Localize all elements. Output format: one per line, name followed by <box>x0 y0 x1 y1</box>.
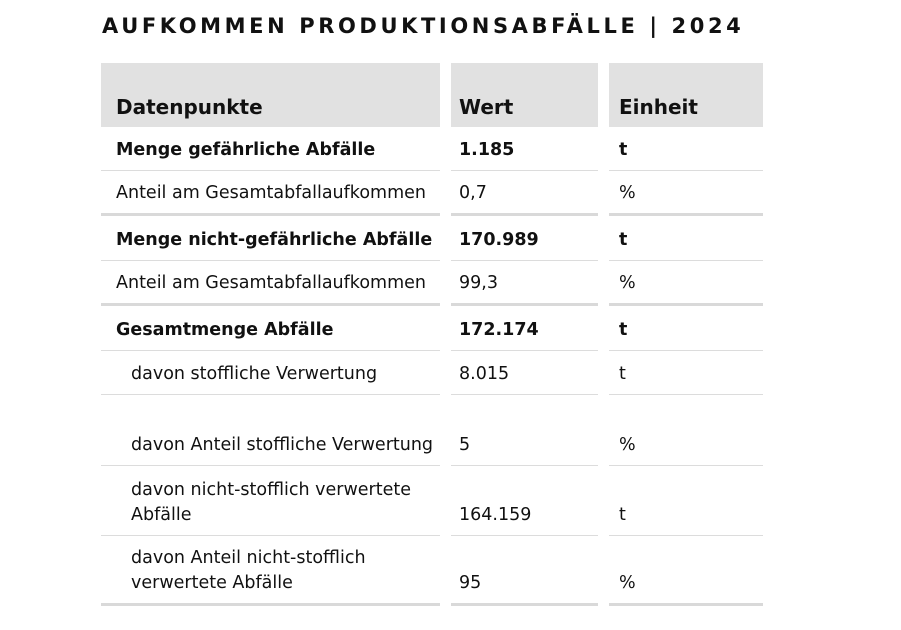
row-label: davon Anteil stoffliche Verwertung <box>101 395 440 466</box>
row-value: 99,3 <box>451 261 598 306</box>
table-row: davon stoffliche Verwertung 8.015 t <box>101 351 763 395</box>
table-row: davon Anteil nicht-stofflich verwertete … <box>101 536 763 606</box>
table-row: Gesamtmenge Abfälle 172.174 t <box>101 306 763 351</box>
row-value: 95 <box>451 536 598 606</box>
table-row: Anteil am Gesamtabfallaufkommen 0,7 % <box>101 171 763 216</box>
row-unit: t <box>609 351 763 395</box>
row-unit: t <box>609 306 763 351</box>
header-wert: Wert <box>451 63 598 127</box>
waste-data-table: Datenpunkte Wert Einheit Menge gefährlic… <box>101 63 763 606</box>
row-value: 164.159 <box>451 466 598 536</box>
row-unit: t <box>609 127 763 171</box>
row-value: 1.185 <box>451 127 598 171</box>
header-einheit: Einheit <box>609 63 763 127</box>
row-value: 5 <box>451 395 598 466</box>
table-row: Anteil am Gesamtabfallaufkommen 99,3 % <box>101 261 763 306</box>
row-value: 172.174 <box>451 306 598 351</box>
row-label: Menge gefährliche Abfälle <box>101 127 440 171</box>
header-datenpunkte: Datenpunkte <box>101 63 440 127</box>
row-label: Gesamtmenge Abfälle <box>101 306 440 351</box>
table-header: Datenpunkte Wert Einheit <box>101 63 763 127</box>
row-label: Menge nicht-gefährliche Abfälle <box>101 216 440 261</box>
row-value: 170.989 <box>451 216 598 261</box>
row-label: davon Anteil nicht-stofflich verwertete … <box>101 536 440 606</box>
row-unit: % <box>609 536 763 606</box>
table-row: Menge gefährliche Abfälle 1.185 t <box>101 127 763 171</box>
row-unit: t <box>609 216 763 261</box>
row-unit: t <box>609 466 763 536</box>
row-value: 8.015 <box>451 351 598 395</box>
table-row: Menge nicht-gefährliche Abfälle 170.989 … <box>101 216 763 261</box>
table-row: davon nicht-stofflich verwertete Abfälle… <box>101 466 763 536</box>
row-label: davon nicht-stofflich verwertete Abfälle <box>101 466 440 536</box>
row-value: 0,7 <box>451 171 598 216</box>
row-unit: % <box>609 395 763 466</box>
row-label: Anteil am Gesamtabfallaufkommen <box>101 171 440 216</box>
page-title: AUFKOMMEN PRODUKTIONSABFÄLLE | 2024 <box>102 14 745 38</box>
table-row: davon Anteil stoffliche Verwertung 5 % <box>101 395 763 466</box>
row-unit: % <box>609 261 763 306</box>
row-unit: % <box>609 171 763 216</box>
row-label: davon stoffliche Verwertung <box>101 351 440 395</box>
row-label: Anteil am Gesamtabfallaufkommen <box>101 261 440 306</box>
